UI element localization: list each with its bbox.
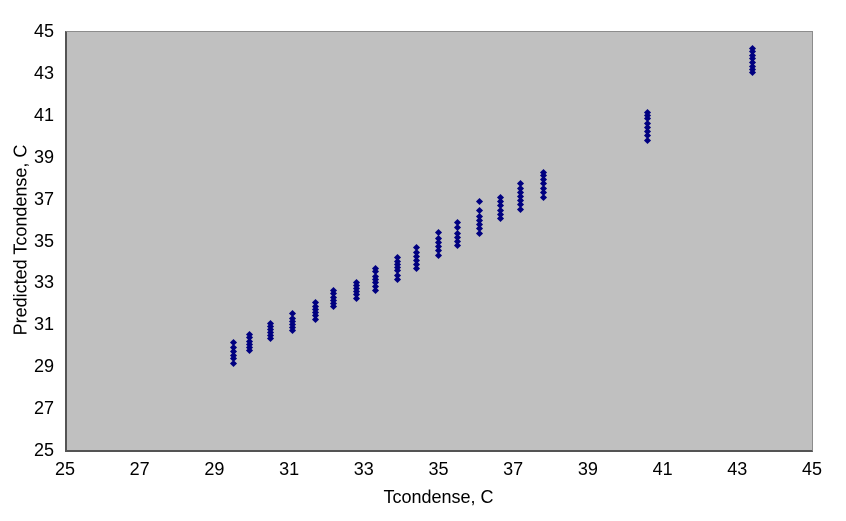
x-tick-label: 33 — [353, 459, 374, 479]
y-tick-label: 39 — [33, 146, 54, 167]
x-tick-label: 41 — [652, 459, 673, 479]
data-point-marker — [476, 198, 484, 206]
y-tick-label: 43 — [33, 62, 54, 83]
x-tick-label: 31 — [279, 459, 300, 479]
x-tick-label: 37 — [503, 459, 524, 479]
x-tick-label: 29 — [204, 459, 225, 479]
x-tick-label: 39 — [577, 459, 598, 479]
y-tick-label: 31 — [33, 314, 54, 335]
plot-area — [65, 31, 813, 452]
y-tick-label: 33 — [33, 272, 54, 293]
y-tick-label: 27 — [33, 398, 54, 419]
y-tick-label: 41 — [33, 104, 54, 125]
y-tick-label: 45 — [33, 21, 54, 41]
data-point-marker — [434, 228, 443, 236]
y-tick-label: 25 — [33, 440, 54, 460]
x-tick-label: 27 — [129, 459, 150, 479]
x-axis-title: Tcondense, C — [383, 487, 494, 507]
data-point-marker — [229, 338, 237, 346]
x-tick-label: 25 — [54, 459, 76, 479]
data-point-marker — [476, 206, 484, 214]
x-tick-label: 35 — [428, 459, 449, 479]
x-tick-label: 43 — [727, 459, 748, 479]
y-tick-label: 29 — [33, 356, 54, 377]
x-tick-label: 45 — [801, 459, 823, 479]
y-tick-label: 35 — [33, 230, 54, 251]
y-tick-label: 37 — [33, 188, 54, 209]
